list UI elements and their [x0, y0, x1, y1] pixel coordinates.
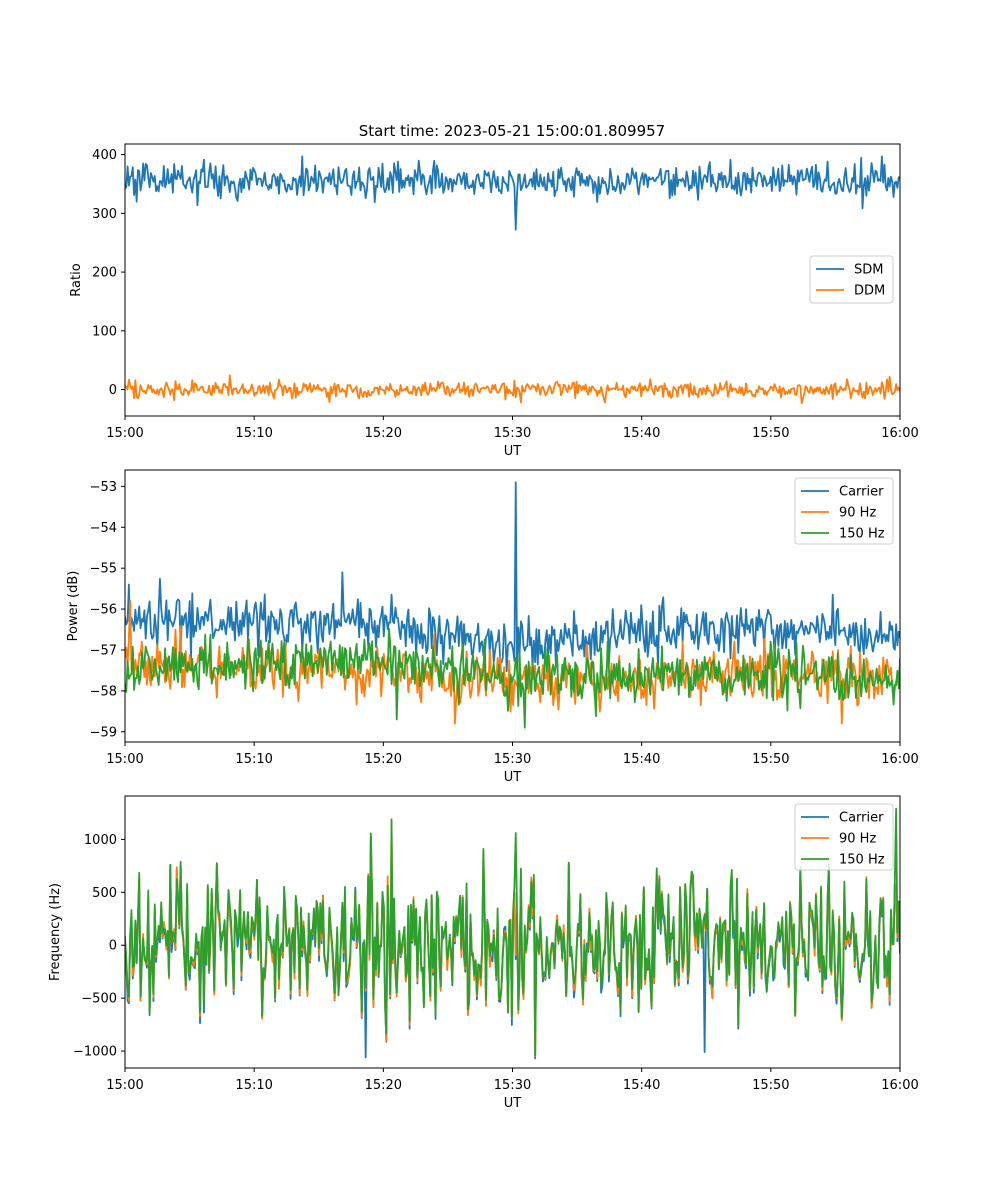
series-line-sdm [125, 155, 900, 231]
x-tick-label: 15:20 [365, 426, 402, 441]
y-axis-label: Power (dB) [66, 571, 81, 642]
legend-label: Carrier [839, 811, 884, 826]
x-tick-label: 15:10 [235, 752, 272, 767]
series-line-150-hz [125, 627, 900, 729]
y-tick-label: −1000 [73, 1045, 117, 1060]
y-tick-label: 1000 [84, 833, 117, 848]
y-tick-label: 0 [109, 383, 117, 398]
x-tick-label: 16:00 [881, 426, 918, 441]
x-axis-label: UT [504, 444, 522, 459]
panels: 15:00 15:10 15:20 15:30 15:40 15:50 16:00 0 100 2… [48, 143, 919, 1111]
x-tick-label: 16:00 [881, 1078, 918, 1093]
legend-label: Carrier [839, 485, 884, 500]
y-tick-label: −54 [90, 521, 117, 536]
series-lines [125, 807, 900, 1060]
series-lines [125, 481, 900, 729]
x-tick-label: 15:10 [235, 426, 272, 441]
y-tick-label: 400 [92, 148, 117, 163]
x-axis-label: UT [504, 770, 522, 785]
x-tick-label: 15:30 [494, 426, 531, 441]
x-tick-label: 16:00 [881, 752, 918, 767]
y-tick-label: −57 [90, 643, 117, 658]
y-tick-label: −53 [90, 480, 117, 495]
x-tick-label: 15:00 [106, 426, 143, 441]
legend-label: 90 Hz [839, 506, 876, 521]
y-axis-label: Ratio [69, 263, 84, 296]
legend: SDM DDM [809, 255, 894, 304]
x-tick-label: 15:40 [623, 426, 660, 441]
y-tick-label: −59 [90, 725, 117, 740]
legend-label: 150 Hz [839, 853, 885, 868]
legend: Carrier 90 Hz 150 Hz [794, 803, 894, 871]
y-tick-label: −56 [90, 603, 117, 618]
x-tick-label: 15:50 [752, 752, 789, 767]
x-tick-label: 15:00 [106, 1078, 143, 1093]
panel-3: 15:00 15:10 15:20 15:30 15:40 15:50 16:00 −1000… [48, 795, 919, 1111]
legend-label: DDM [854, 284, 885, 299]
y-tick-label: 500 [92, 886, 117, 901]
panel-2: 15:00 15:10 15:20 15:30 15:40 15:50 16:00 −59 −5… [66, 469, 919, 785]
x-tick-label: 15:30 [494, 752, 531, 767]
y-tick-label: 100 [92, 324, 117, 339]
legend-label: 150 Hz [839, 527, 885, 542]
x-tick-label: 15:20 [365, 752, 402, 767]
legend-box [794, 477, 894, 545]
y-tick-label: −55 [90, 562, 117, 577]
x-tick-label: 15:50 [752, 1078, 789, 1093]
x-tick-label: 15:30 [494, 1078, 531, 1093]
y-tick-label: 200 [92, 266, 117, 281]
y-tick-label: 300 [92, 207, 117, 222]
y-tick-label: 0 [109, 939, 117, 954]
series-lines [125, 155, 900, 405]
x-tick-label: 15:10 [235, 1078, 272, 1093]
legend-label: 90 Hz [839, 832, 876, 847]
x-tick-label: 15:50 [752, 426, 789, 441]
x-tick-label: 15:00 [106, 752, 143, 767]
series-line-carrier [125, 481, 900, 673]
panel-1: 15:00 15:10 15:20 15:30 15:40 15:50 16:00 0 100 2… [69, 143, 919, 459]
legend-box [809, 255, 894, 304]
y-axis-label: Frequency (Hz) [48, 883, 63, 981]
x-axis-label: UT [504, 1096, 522, 1111]
series-line-ddm [125, 374, 900, 405]
y-tick-label: −58 [90, 684, 117, 699]
legend-box [794, 803, 894, 871]
legend: Carrier 90 Hz 150 Hz [794, 477, 894, 545]
y-tick-label: −500 [81, 992, 117, 1007]
figure-title: Start time: 2023-05-21 15:00:01.809957 [359, 122, 665, 140]
x-tick-label: 15:40 [623, 1078, 660, 1093]
x-tick-label: 15:40 [623, 752, 660, 767]
legend-label: SDM [854, 263, 883, 278]
x-tick-label: 15:20 [365, 1078, 402, 1093]
series-line-150-hz [125, 807, 900, 1057]
